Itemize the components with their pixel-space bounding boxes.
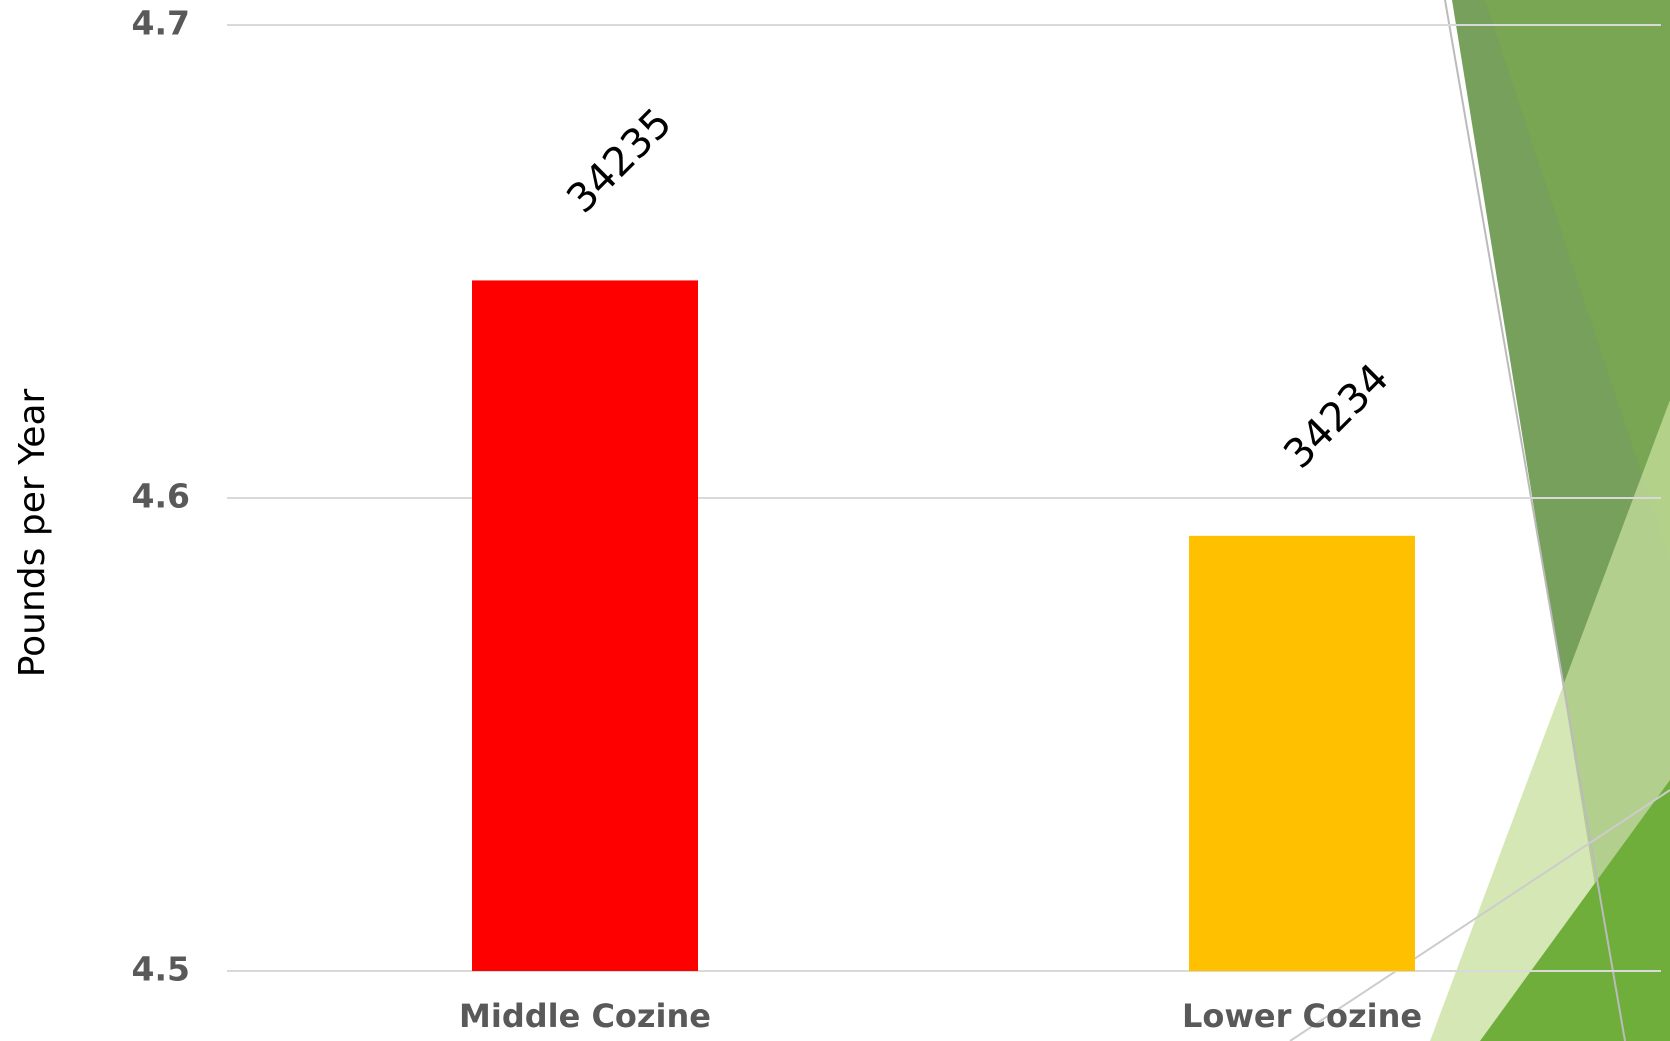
decor-band (1485, 0, 1670, 560)
data-annotation: 34234 (1275, 355, 1398, 478)
y-tick-label: 4.6 (132, 477, 190, 516)
y-axis-title: Pounds per Year (12, 389, 53, 678)
bar (472, 280, 698, 971)
decor-triangle (1480, 780, 1670, 1041)
x-tick-label: Lower Cozine (1182, 997, 1422, 1035)
y-tick-label: 4.7 (132, 4, 190, 43)
bar (1189, 535, 1415, 971)
x-tick-label: Middle Cozine (459, 997, 711, 1035)
decor-line (1289, 789, 1670, 1041)
y-tick-label: 4.5 (132, 950, 190, 989)
data-annotation: 34235 (558, 100, 681, 223)
decor-line (1444, 0, 1626, 1041)
slide-decoration (1289, 0, 1670, 1041)
